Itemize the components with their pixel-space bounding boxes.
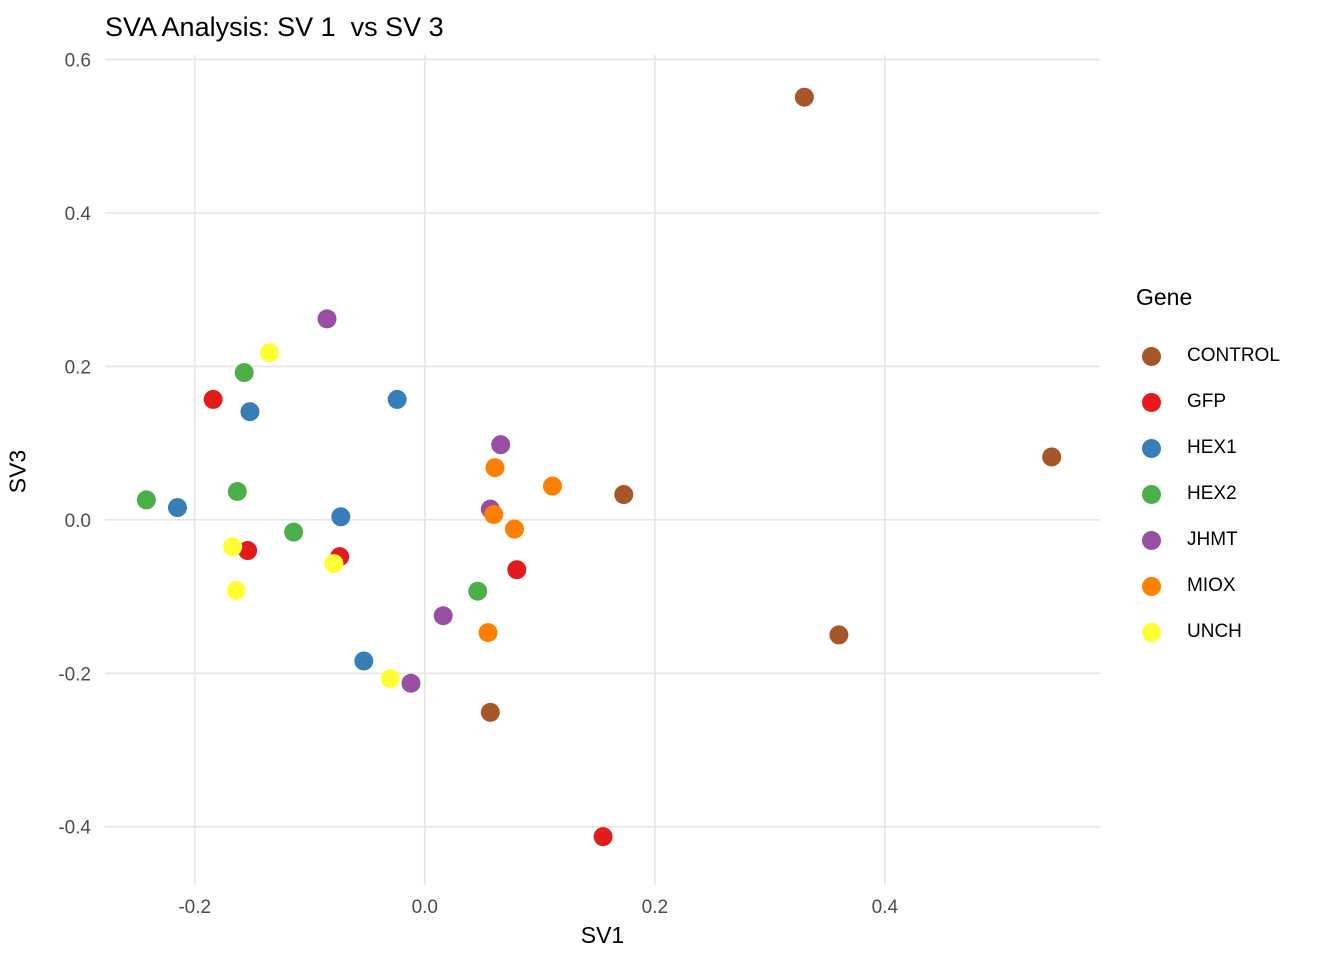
y-axis-title: SV3 <box>4 449 31 494</box>
data-point-unch <box>324 554 344 574</box>
data-point-gfp <box>238 541 258 561</box>
data-point-control <box>614 485 634 505</box>
legend-entry-miox: MIOX <box>1136 563 1336 609</box>
y-tick-label: -0.4 <box>58 818 91 839</box>
y-tick-label: 0.6 <box>65 51 91 72</box>
data-point-hex2 <box>234 363 254 383</box>
y-tick-label: 0.0 <box>65 511 91 532</box>
legend-swatch-miox <box>1142 576 1161 596</box>
data-point-hex2 <box>227 481 247 501</box>
legend-label: CONTROL <box>1187 345 1280 366</box>
data-point-hex1 <box>331 507 351 527</box>
data-point-jhmt <box>317 309 337 329</box>
data-point-unch <box>226 580 246 600</box>
data-point-control <box>829 625 849 645</box>
data-point-miox <box>478 623 498 643</box>
legend-entry-unch: UNCH <box>1136 609 1336 655</box>
legend-title: Gene <box>1136 284 1193 310</box>
x-tick-label: 0.2 <box>642 897 668 918</box>
legend-entry-hex1: HEX1 <box>1136 425 1336 471</box>
data-point-jhmt <box>433 606 453 626</box>
legend-entry-gfp: GFP <box>1136 379 1336 425</box>
data-point-unch <box>259 343 279 363</box>
data-point-hex1 <box>354 651 374 671</box>
legend-entries: CONTROL GFP HEX1 HEX2 JHMT MIOX UNCH <box>1136 333 1336 655</box>
legend-swatch-hex1 <box>1142 438 1161 458</box>
legend-swatch-gfp <box>1142 392 1161 412</box>
data-point-miox <box>484 504 504 524</box>
data-point-hex1 <box>240 402 260 422</box>
data-point-unch <box>223 537 243 557</box>
data-point-jhmt <box>491 435 511 455</box>
legend-swatch-unch <box>1142 622 1161 642</box>
y-tick-label: 0.4 <box>65 204 92 225</box>
data-point-gfp <box>507 560 527 580</box>
data-point-hex1 <box>387 389 407 409</box>
legend-label: MIOX <box>1187 575 1236 596</box>
data-point-miox <box>485 458 505 478</box>
legend-swatch-hex2 <box>1142 484 1161 504</box>
legend-label: UNCH <box>1187 621 1242 642</box>
legend: Gene CONTROL GFP HEX1 HEX2 JHMT MIOX UNCH <box>1136 284 1336 655</box>
data-point-jhmt <box>401 673 421 693</box>
data-point-miox <box>542 476 562 496</box>
data-point-control <box>1042 447 1062 467</box>
legend-label: HEX1 <box>1187 437 1237 458</box>
data-point-miox <box>505 519 525 539</box>
legend-swatch-control <box>1142 346 1161 366</box>
y-tick-label: -0.2 <box>58 664 91 685</box>
plot-title: SVA Analysis: SV 1 vs SV 3 <box>105 12 444 42</box>
x-axis-title: SV1 <box>580 922 625 948</box>
legend-label: JHMT <box>1187 529 1238 550</box>
data-point-hex1 <box>167 498 187 518</box>
data-point-gfp <box>203 389 223 409</box>
x-tick-label: 0.4 <box>872 897 899 918</box>
x-tick-label: -0.2 <box>178 897 211 918</box>
data-point-control <box>480 702 500 722</box>
legend-entry-jhmt: JHMT <box>1136 517 1336 563</box>
x-tick-label: 0.0 <box>412 897 438 918</box>
data-point-unch <box>380 669 400 689</box>
legend-swatch-jhmt <box>1142 530 1161 550</box>
legend-label: HEX2 <box>1187 483 1237 504</box>
data-point-hex2 <box>468 581 488 601</box>
y-tick-label: 0.2 <box>65 357 91 378</box>
data-point-gfp <box>593 827 613 847</box>
data-point-hex2 <box>136 490 156 510</box>
legend-label: GFP <box>1187 391 1227 412</box>
legend-entry-control: CONTROL <box>1136 333 1336 379</box>
data-point-hex2 <box>284 522 304 542</box>
data-point-control <box>794 87 814 107</box>
legend-entry-hex2: HEX2 <box>1136 471 1336 517</box>
